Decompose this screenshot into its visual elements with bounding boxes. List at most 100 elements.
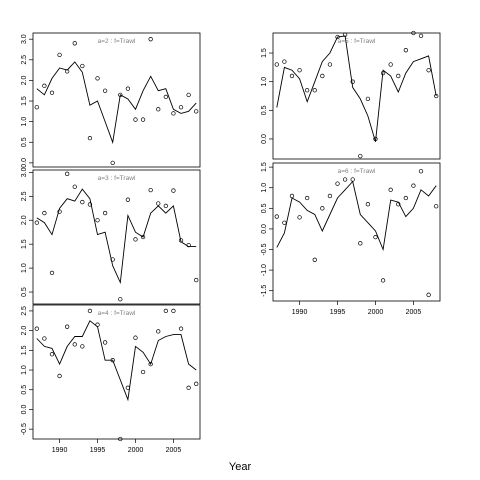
data-point: [87, 135, 93, 141]
x-tick-label: 2005: [166, 447, 182, 454]
data-point: [380, 70, 386, 76]
data-point: [110, 257, 115, 262]
y-tick-label: 0.5: [261, 203, 268, 213]
y-tick-label: -0.5: [21, 423, 28, 435]
y-tick-label: 1.0: [21, 263, 28, 273]
panel-1: a=2 : f=Trawl 0.0 0.5 1.0 1.5 2.0 2.5 3.0: [21, 32, 201, 168]
data-point: [140, 234, 146, 240]
panel-5: a=6 : f=Trawl -1.5 -1.0 -0.5 0.0 0.5 1.0 1.5 199…: [261, 162, 441, 316]
x-tick-label: 1990: [292, 309, 308, 316]
y-tick-label: 0.5: [21, 287, 28, 297]
data-point: [426, 68, 431, 73]
data-point: [365, 96, 371, 102]
data-point: [396, 202, 401, 207]
data-point: [140, 369, 146, 375]
data-point: [156, 201, 161, 206]
data-point: [110, 358, 115, 363]
data-point: [72, 41, 77, 46]
y-tick-label: 3.0: [21, 167, 28, 177]
data-point: [49, 270, 55, 276]
panel-label: a=2 : f=Trawl: [98, 38, 136, 45]
y-tick-label: 1.5: [261, 48, 268, 58]
data-point: [148, 187, 153, 193]
y-tick-label: 1.0: [21, 365, 28, 375]
data-point: [320, 73, 325, 79]
x-axis-label: Year: [229, 461, 252, 473]
data-point: [418, 169, 424, 174]
data-point: [289, 193, 295, 199]
y-tick-label: 2.5: [21, 191, 28, 201]
data-point: [411, 30, 416, 36]
x-tick-label: 2005: [406, 309, 422, 316]
data-point: [365, 202, 371, 207]
data-point: [194, 109, 199, 114]
panel-2: a=3 : f=Trawl 0.5 1.0 1.5 2.0 2.5 3.0: [21, 167, 201, 305]
data-point: [80, 199, 85, 205]
data-point: [72, 342, 77, 347]
x-tick-label: 2000: [368, 309, 384, 316]
data-point: [65, 171, 70, 176]
y-tick-label: -1.5: [261, 285, 268, 297]
data-point: [95, 76, 100, 81]
y-tick-label: 1.0: [261, 77, 268, 87]
data-point: [282, 59, 287, 64]
y-tick-label: 0.0: [21, 158, 28, 168]
y-tick-label: 0.0: [21, 404, 28, 414]
data-point: [57, 52, 62, 58]
data-point: [34, 326, 39, 331]
data-point: [171, 188, 176, 193]
fitted-line: [36, 188, 197, 285]
data-point: [102, 88, 108, 93]
data-point: [156, 107, 161, 112]
data-point: [140, 117, 146, 122]
panel-label: a=4 : f=Trawl: [98, 310, 136, 317]
data-point: [373, 136, 378, 142]
data-point: [163, 308, 168, 314]
y-tick-label: 1.5: [21, 239, 28, 249]
data-point: [403, 48, 408, 53]
data-point: [163, 203, 168, 209]
data-point: [289, 73, 295, 79]
y-tick-label: 0.5: [21, 137, 28, 147]
data-point: [49, 352, 55, 357]
y-tick-label: 0.0: [261, 134, 268, 144]
data-point: [125, 385, 131, 390]
data-point: [102, 340, 108, 345]
data-point: [133, 237, 138, 242]
data-point: [388, 187, 393, 192]
y-tick-label: 1.0: [21, 117, 28, 127]
data-point: [388, 62, 393, 67]
panel-4: a=5 : f=Trawl 0.0 0.5 1.0 1.5: [261, 30, 441, 160]
data-point: [312, 88, 317, 93]
data-point: [373, 234, 378, 240]
x-tick-label: 1990: [52, 447, 68, 454]
panel-label: a=5 : f=Trawl: [338, 38, 376, 45]
data-point: [342, 32, 348, 37]
data-point: [335, 34, 340, 40]
data-point: [102, 210, 108, 216]
y-tick-label: 2.0: [21, 215, 28, 225]
y-tick-label: 2.0: [21, 326, 28, 336]
y-tick-label: 1.5: [21, 345, 28, 355]
data-point: [110, 160, 115, 166]
data-point: [342, 177, 348, 182]
data-point: [312, 257, 317, 262]
panel-label: a=3 : f=Trawl: [98, 175, 136, 182]
panel-frame: [32, 304, 201, 440]
data-point: [396, 73, 401, 79]
data-point: [72, 184, 77, 189]
y-tick-label: 0.0: [261, 224, 268, 234]
data-point: [350, 79, 355, 84]
data-point: [42, 210, 47, 216]
data-point: [171, 111, 176, 116]
data-point: [358, 241, 363, 246]
data-point: [87, 202, 93, 207]
data-point: [327, 62, 333, 67]
data-point: [133, 117, 138, 122]
data-point: [49, 90, 55, 95]
data-point: [297, 215, 302, 220]
data-point: [133, 335, 138, 340]
panel-3: a=4 : f=Trawl -0.5 0.0 0.5 1.0 1.5 2.0 2.5 1990 1…: [21, 304, 201, 454]
fitted-line: [36, 61, 197, 145]
